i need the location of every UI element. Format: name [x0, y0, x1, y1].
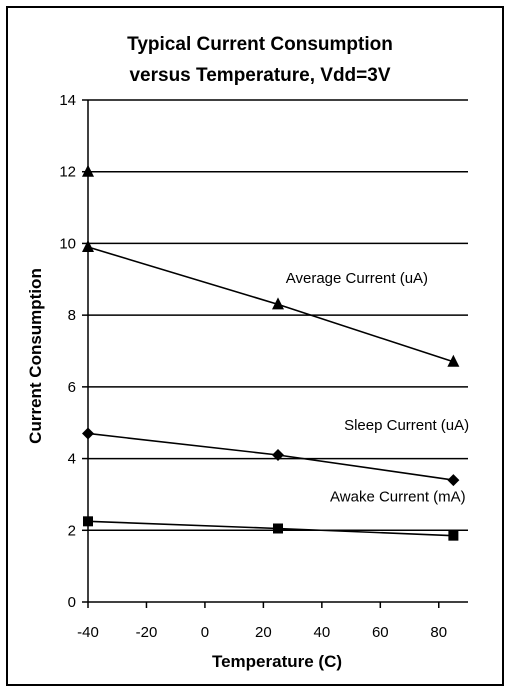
data-point-square — [448, 530, 459, 541]
y-tick-label: 10 — [59, 235, 76, 252]
y-tick-label: 6 — [68, 379, 76, 396]
series-line-1 — [87, 432, 454, 481]
series-group — [82, 164, 460, 541]
series-line-0 — [87, 246, 454, 363]
series-label-0: Average Current (uA) — [286, 270, 428, 287]
data-point-triangle — [82, 164, 94, 177]
x-tick-label: 40 — [314, 624, 331, 641]
gridlines — [88, 99, 468, 532]
chart-title-line2: versus Temperature, Vdd=3V — [129, 65, 390, 86]
x-tick-label: 60 — [372, 624, 389, 641]
y-tick-label: 0 — [68, 594, 76, 611]
y-tick-label: 12 — [59, 164, 76, 181]
series-line-2 — [87, 520, 454, 537]
chart-frame — [6, 6, 504, 686]
y-tick-label: 2 — [68, 522, 76, 539]
y-tick-labels: 0 2 4 6 8 10 12 14 — [59, 92, 76, 611]
y-axis-label: Current Consumption — [26, 268, 45, 444]
series-label-1: Sleep Current (uA) — [344, 417, 469, 434]
series-labels: Average Current (uA) Sleep Current (uA) Aw… — [286, 270, 469, 506]
x-tick-label: 0 — [201, 624, 209, 641]
data-point-square — [83, 516, 93, 527]
data-point-diamond — [272, 448, 284, 461]
data-point-diamond — [447, 474, 460, 487]
data-point-diamond — [82, 427, 94, 440]
y-tick-label: 14 — [59, 92, 76, 109]
y-tick-label: 8 — [68, 307, 76, 324]
x-tick-label: 20 — [255, 624, 272, 641]
data-point-triangle — [82, 240, 94, 253]
data-point-triangle — [447, 354, 460, 367]
y-tick-label: 4 — [68, 451, 76, 468]
data-point-square — [273, 523, 283, 534]
series-label-2: Awake Current (mA) — [330, 489, 466, 506]
chart-title-line1: Typical Current Consumption — [127, 34, 393, 55]
x-tick-label: 80 — [430, 624, 447, 641]
x-tick-labels: -40 -20 0 20 40 60 80 — [77, 624, 447, 641]
x-tick-label: -40 — [77, 624, 99, 641]
x-tick-label: -20 — [136, 624, 158, 641]
data-point-triangle — [272, 297, 284, 310]
x-axis-label: Temperature (C) — [212, 652, 342, 671]
